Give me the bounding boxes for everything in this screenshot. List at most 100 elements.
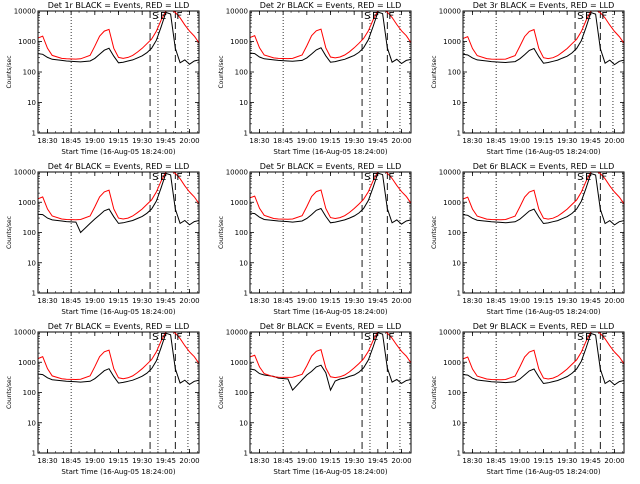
x-tick-label: 19:00 xyxy=(510,297,530,305)
x-tick-label: 20:00 xyxy=(391,457,411,465)
y-tick-label: 10 xyxy=(27,419,36,427)
marker-label-e: E xyxy=(372,11,378,22)
x-tick-label: 19:45 xyxy=(156,297,176,305)
panel-title: Det 4r BLACK = Events, RED = LLD xyxy=(48,162,190,171)
y-tick-label: 1 xyxy=(244,450,248,458)
x-tick-label: 18:45 xyxy=(486,457,506,465)
marker-label-e: E xyxy=(160,172,166,183)
x-tick-label: 19:45 xyxy=(581,137,601,145)
plot-frame xyxy=(37,331,200,454)
x-tick-label: 19:00 xyxy=(297,137,317,145)
x-tick-label: 18:45 xyxy=(61,457,81,465)
x-axis-label: Start Time (16-Aug-05 18:24:00) xyxy=(273,468,387,476)
y-tick-label: 10000 xyxy=(439,329,461,337)
marker-label-f: F xyxy=(388,11,394,22)
x-tick-label: 18:30 xyxy=(462,457,482,465)
x-tick-label: 19:15 xyxy=(320,297,340,305)
x-tick-label: 18:30 xyxy=(37,457,57,465)
x-tick-label: 19:30 xyxy=(557,297,577,305)
x-tick-label: 18:30 xyxy=(37,137,57,145)
x-tick-label: 19:00 xyxy=(297,457,317,465)
marker-label-s: S xyxy=(364,11,370,22)
series-events-line xyxy=(250,11,411,65)
marker-label-f: F xyxy=(601,172,607,183)
y-tick-label: 100 xyxy=(23,389,36,397)
series-events-line xyxy=(250,172,411,225)
y-tick-label: 10000 xyxy=(226,169,248,177)
marker-label-s: S xyxy=(364,332,370,343)
marker-label-e: E xyxy=(372,172,378,183)
x-axis-label: Start Time (16-Aug-05 18:24:00) xyxy=(486,308,600,316)
y-tick-label: 1 xyxy=(457,130,461,138)
x-tick-label: 19:45 xyxy=(368,137,388,145)
y-axis-label: Counts/sec xyxy=(6,55,13,88)
x-tick-label: 18:45 xyxy=(61,297,81,305)
y-tick-label: 1000 xyxy=(230,359,248,367)
y-axis-label: Counts/sec xyxy=(6,376,13,409)
x-tick-label: 19:15 xyxy=(533,457,553,465)
y-tick-label: 100 xyxy=(448,229,461,237)
y-tick-label: 1000 xyxy=(443,199,461,207)
x-tick-label: 19:45 xyxy=(156,137,176,145)
y-tick-label: 10000 xyxy=(226,8,248,16)
y-tick-label: 1 xyxy=(32,450,36,458)
series-events-line xyxy=(250,332,411,392)
series-lld-line xyxy=(250,172,411,220)
y-tick-label: 100 xyxy=(448,389,461,397)
y-tick-label: 1000 xyxy=(443,38,461,46)
panel-det-8: Det 8r BLACK = Events, RED = LLD Counts/s… xyxy=(218,322,412,476)
y-tick-label: 1 xyxy=(457,290,461,298)
x-tick-label: 18:45 xyxy=(273,137,293,145)
panel-det-2: Det 2r BLACK = Events, RED = LLD Counts/s… xyxy=(218,1,412,156)
x-axis-label: Start Time (16-Aug-05 18:24:00) xyxy=(61,308,175,316)
y-tick-label: 100 xyxy=(235,389,248,397)
y-tick-label: 10 xyxy=(239,99,248,107)
marker-label-s: S xyxy=(577,332,583,343)
y-tick-label: 10000 xyxy=(226,329,248,337)
x-axis-label: Start Time (16-Aug-05 18:24:00) xyxy=(273,308,387,316)
plot-frame xyxy=(37,171,200,294)
y-tick-label: 10 xyxy=(452,419,461,427)
panel-title: Det 2r BLACK = Events, RED = LLD xyxy=(260,1,402,10)
y-tick-label: 1 xyxy=(32,130,36,138)
y-tick-label: 100 xyxy=(23,69,36,77)
y-tick-label: 10000 xyxy=(439,169,461,177)
y-tick-label: 1000 xyxy=(443,359,461,367)
marker-label-f: F xyxy=(601,11,607,22)
x-tick-label: 19:30 xyxy=(132,137,152,145)
y-tick-label: 1000 xyxy=(18,359,36,367)
plot-frame xyxy=(462,331,625,454)
plot-frame xyxy=(249,171,412,294)
marker-label-f: F xyxy=(388,332,394,343)
x-tick-label: 19:00 xyxy=(510,137,530,145)
panel-det-6: Det 6r BLACK = Events, RED = LLD Counts/s… xyxy=(431,162,625,316)
series-lld-line xyxy=(463,332,624,381)
panel-title: Det 1r BLACK = Events, RED = LLD xyxy=(48,1,190,10)
marker-label-e: E xyxy=(585,332,591,343)
x-tick-label: 20:00 xyxy=(604,297,624,305)
marker-label-s: S xyxy=(577,11,583,22)
plot-frame xyxy=(462,10,625,134)
panel-title: Det 3r BLACK = Events, RED = LLD xyxy=(473,1,615,10)
series-events-line xyxy=(38,11,199,65)
x-tick-label: 19:15 xyxy=(108,137,128,145)
x-tick-label: 19:30 xyxy=(344,297,364,305)
x-tick-label: 19:15 xyxy=(533,137,553,145)
panel-det-7: Det 7r BLACK = Events, RED = LLD Counts/s… xyxy=(6,322,200,476)
panel-det-5: Det 5r BLACK = Events, RED = LLD Counts/s… xyxy=(218,162,412,316)
series-lld-line xyxy=(38,332,199,381)
plot-frame xyxy=(37,10,200,134)
x-tick-label: 18:30 xyxy=(249,137,269,145)
series-events-line xyxy=(38,172,199,234)
x-tick-label: 19:30 xyxy=(557,137,577,145)
y-tick-label: 10000 xyxy=(439,8,461,16)
x-axis-label: Start Time (16-Aug-05 18:24:00) xyxy=(486,148,600,156)
y-tick-label: 100 xyxy=(23,229,36,237)
x-tick-label: 18:30 xyxy=(37,297,57,305)
x-tick-label: 19:30 xyxy=(557,457,577,465)
x-tick-label: 19:15 xyxy=(533,297,553,305)
series-events-line xyxy=(463,332,624,386)
y-tick-label: 10 xyxy=(239,259,248,267)
y-axis-label: Counts/sec xyxy=(431,216,438,249)
x-axis-label: Start Time (16-Aug-05 18:24:00) xyxy=(486,468,600,476)
